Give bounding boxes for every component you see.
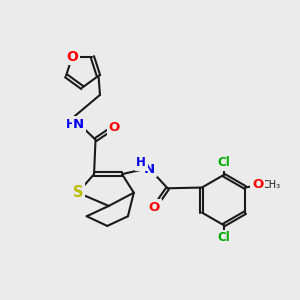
Text: O: O <box>252 178 263 191</box>
Text: N: N <box>144 163 155 176</box>
Text: S: S <box>73 185 83 200</box>
Text: O: O <box>66 50 78 64</box>
Text: H: H <box>66 118 75 131</box>
Text: N: N <box>73 118 84 131</box>
Text: H: H <box>136 156 146 169</box>
Text: CH₃: CH₃ <box>263 180 281 190</box>
Text: Cl: Cl <box>217 231 230 244</box>
Text: O: O <box>149 201 160 214</box>
Text: Cl: Cl <box>217 156 230 169</box>
Text: O: O <box>108 121 119 134</box>
